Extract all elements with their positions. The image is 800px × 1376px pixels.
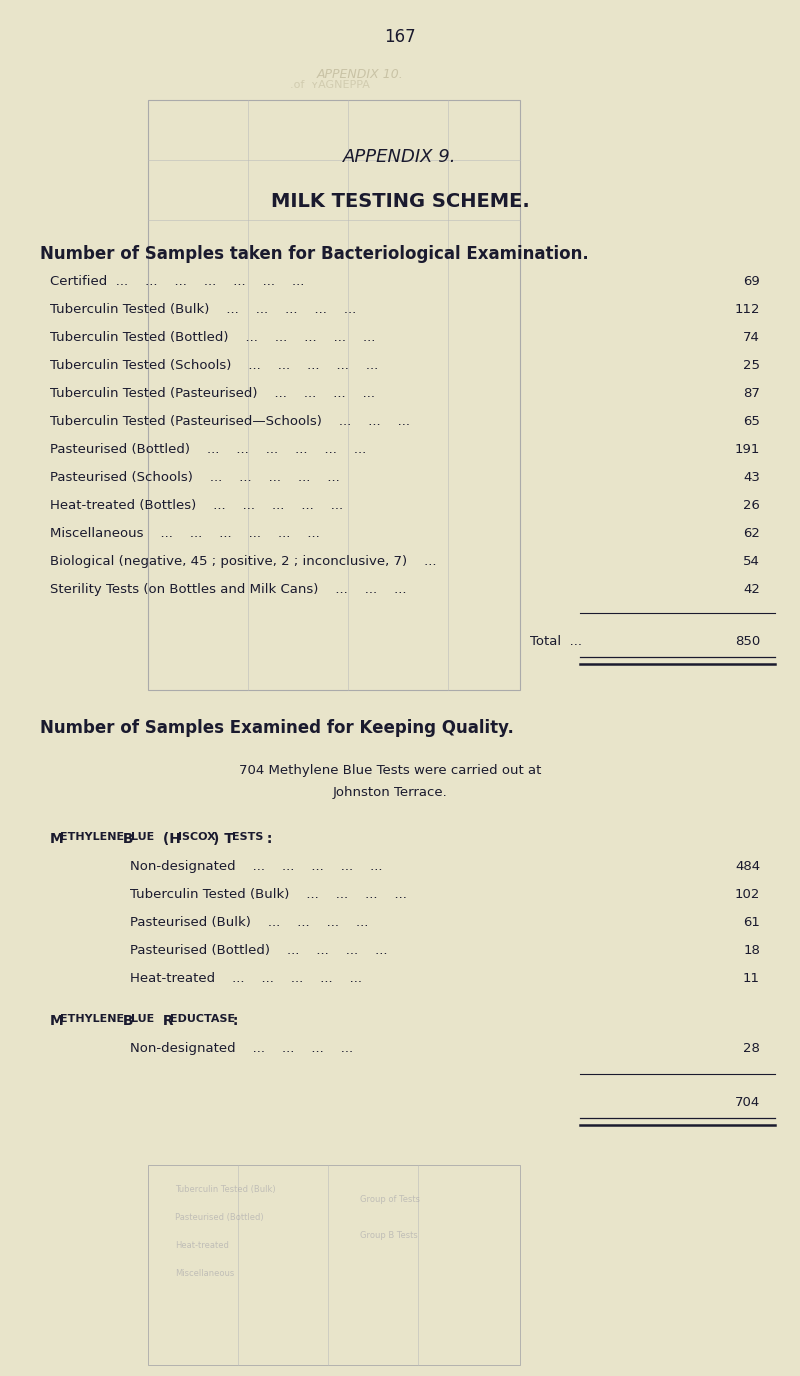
Text: 54: 54 xyxy=(743,555,760,568)
Text: 28: 28 xyxy=(743,1042,760,1055)
Text: Heat-treated    ...    ...    ...    ...    ...: Heat-treated ... ... ... ... ... xyxy=(130,971,362,985)
Text: 18: 18 xyxy=(743,944,760,956)
Text: 112: 112 xyxy=(734,303,760,316)
Text: ISCOX: ISCOX xyxy=(178,832,216,842)
Text: 62: 62 xyxy=(743,527,760,539)
Text: :: : xyxy=(262,832,272,846)
Text: Tuberculin Tested (Bottled)    ...    ...    ...    ...    ...: Tuberculin Tested (Bottled) ... ... ... … xyxy=(50,332,375,344)
Text: 69: 69 xyxy=(743,275,760,288)
Text: 87: 87 xyxy=(743,387,760,400)
Text: Tuberculin Tested (Pasteurised—Schools)    ...    ...    ...: Tuberculin Tested (Pasteurised—Schools) … xyxy=(50,416,410,428)
Text: 484: 484 xyxy=(735,860,760,872)
Text: .of  ʏAGNEPPA: .of ʏAGNEPPA xyxy=(290,80,370,89)
Text: ) T: ) T xyxy=(213,832,234,846)
Text: B: B xyxy=(118,832,134,846)
Text: Heat-treated (Bottles)    ...    ...    ...    ...    ...: Heat-treated (Bottles) ... ... ... ... .… xyxy=(50,499,343,512)
Text: Group of Tests: Group of Tests xyxy=(360,1194,420,1204)
Text: LUE: LUE xyxy=(131,832,154,842)
Text: Group B Tests: Group B Tests xyxy=(360,1232,418,1240)
Text: 43: 43 xyxy=(743,471,760,484)
Text: 11: 11 xyxy=(743,971,760,985)
Text: B: B xyxy=(118,1014,134,1028)
Text: 61: 61 xyxy=(743,916,760,929)
Text: APPENDIX 9.: APPENDIX 9. xyxy=(343,149,457,166)
Text: Pasteurised (Bottled)    ...    ...    ...    ...: Pasteurised (Bottled) ... ... ... ... xyxy=(130,944,387,956)
Text: MILK TESTING SCHEME.: MILK TESTING SCHEME. xyxy=(270,193,530,211)
Text: Tuberculin Tested (Pasteurised)    ...    ...    ...    ...: Tuberculin Tested (Pasteurised) ... ... … xyxy=(50,387,375,400)
Text: Tuberculin Tested (Bulk)    ...    ...    ...    ...    ...: Tuberculin Tested (Bulk) ... ... ... ...… xyxy=(50,303,356,316)
Text: (H: (H xyxy=(158,832,181,846)
Text: 26: 26 xyxy=(743,499,760,512)
Text: Non-designated    ...    ...    ...    ...    ...: Non-designated ... ... ... ... ... xyxy=(130,860,382,872)
Bar xyxy=(148,1165,520,1365)
Text: 102: 102 xyxy=(734,888,760,901)
Text: 704 Methylene Blue Tests were carried out at: 704 Methylene Blue Tests were carried ou… xyxy=(239,764,541,777)
Text: Pasteurised (Bottled)    ...    ...    ...    ...    ...    ...: Pasteurised (Bottled) ... ... ... ... ..… xyxy=(50,443,366,455)
Text: Pasteurised (Bottled): Pasteurised (Bottled) xyxy=(175,1214,264,1222)
Text: Sterility Tests (on Bottles and Milk Cans)    ...    ...    ...: Sterility Tests (on Bottles and Milk Can… xyxy=(50,583,406,596)
Text: 704: 704 xyxy=(734,1097,760,1109)
Text: Miscellaneous: Miscellaneous xyxy=(175,1269,234,1278)
Text: Biological (negative, 45 ; positive, 2 ; inconclusive, 7)    ...: Biological (negative, 45 ; positive, 2 ;… xyxy=(50,555,437,568)
Text: LUE: LUE xyxy=(131,1014,154,1024)
Text: Tuberculin Tested (Schools)    ...    ...    ...    ...    ...: Tuberculin Tested (Schools) ... ... ... … xyxy=(50,359,378,372)
Text: EDUCTASE: EDUCTASE xyxy=(170,1014,235,1024)
Text: Johnston Terrace.: Johnston Terrace. xyxy=(333,786,447,799)
Text: Total  ...: Total ... xyxy=(530,634,582,648)
Text: Number of Samples Examined for Keeping Quality.: Number of Samples Examined for Keeping Q… xyxy=(40,720,514,738)
Text: M: M xyxy=(50,832,64,846)
Text: ETHYLENE: ETHYLENE xyxy=(60,1014,124,1024)
Text: Tuberculin Tested (Bulk): Tuberculin Tested (Bulk) xyxy=(175,1185,276,1194)
Text: M: M xyxy=(50,1014,64,1028)
Bar xyxy=(148,100,520,689)
Text: Number of Samples taken for Bacteriological Examination.: Number of Samples taken for Bacteriologi… xyxy=(40,245,589,263)
Text: Miscellaneous    ...    ...    ...    ...    ...    ...: Miscellaneous ... ... ... ... ... ... xyxy=(50,527,320,539)
Text: ETHYLENE: ETHYLENE xyxy=(60,832,124,842)
Text: 25: 25 xyxy=(743,359,760,372)
Text: Non-designated    ...    ...    ...    ...: Non-designated ... ... ... ... xyxy=(130,1042,353,1055)
Text: Heat-treated: Heat-treated xyxy=(175,1241,229,1249)
Text: :: : xyxy=(228,1014,238,1028)
Text: 191: 191 xyxy=(734,443,760,455)
Text: Certified  ...    ...    ...    ...    ...    ...    ...: Certified ... ... ... ... ... ... ... xyxy=(50,275,304,288)
Text: 850: 850 xyxy=(734,634,760,648)
Text: ESTS: ESTS xyxy=(232,832,263,842)
Text: 42: 42 xyxy=(743,583,760,596)
Text: Pasteurised (Bulk)    ...    ...    ...    ...: Pasteurised (Bulk) ... ... ... ... xyxy=(130,916,368,929)
Text: Pasteurised (Schools)    ...    ...    ...    ...    ...: Pasteurised (Schools) ... ... ... ... ..… xyxy=(50,471,340,484)
Text: 74: 74 xyxy=(743,332,760,344)
Text: Tuberculin Tested (Bulk)    ...    ...    ...    ...: Tuberculin Tested (Bulk) ... ... ... ... xyxy=(130,888,407,901)
Text: 167: 167 xyxy=(384,28,416,45)
Text: 65: 65 xyxy=(743,416,760,428)
Text: APPENDIX 10.: APPENDIX 10. xyxy=(317,67,403,81)
Text: R: R xyxy=(158,1014,174,1028)
